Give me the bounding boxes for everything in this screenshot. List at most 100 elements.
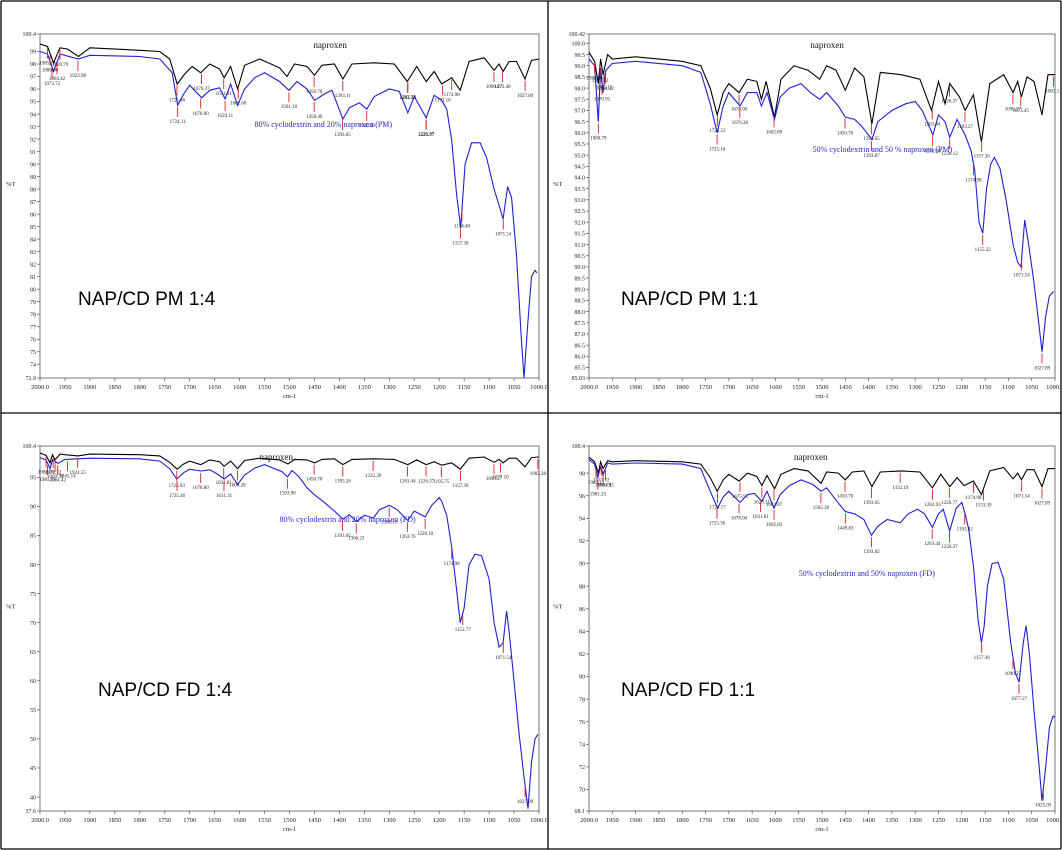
blend-label: 50% cyclodextrin and 50 % naproxen (PM) xyxy=(813,145,953,154)
x-tick-label: 1300 xyxy=(909,817,922,824)
peak-label: 1225.97 xyxy=(418,133,435,138)
y-tick-label: 88 xyxy=(579,584,585,590)
x-tick-label: 1500 xyxy=(283,817,296,824)
peak-label: 1450.70 xyxy=(837,495,854,500)
peak-label: 1725.16 xyxy=(709,147,726,152)
peak-label: 1604.28 xyxy=(229,484,246,489)
x-tick-label: 1450 xyxy=(308,817,321,824)
x-tick-label: 1800 xyxy=(133,817,146,824)
peak-label: 1970.91 xyxy=(594,98,611,103)
peak-label: 1154.40 xyxy=(454,224,471,229)
x-tick-label: 1700 xyxy=(183,817,196,824)
peak-label: 1985.13 xyxy=(588,481,605,486)
naproxen-trace xyxy=(588,52,1055,142)
plot-area xyxy=(39,33,540,379)
peak-label: 1393.82 xyxy=(863,550,880,555)
peak-label: 1676.28 xyxy=(732,121,749,126)
y-tick-label: 100.42 xyxy=(569,32,586,38)
y-tick-label: 97.0 xyxy=(575,109,586,115)
y-tick-label: 97.5 xyxy=(575,97,586,103)
x-tick-label: 1050 xyxy=(1025,384,1038,391)
x-tick-label: 1300 xyxy=(909,384,922,391)
x-tick-label: 1550 xyxy=(258,384,271,391)
y-tick-label: 95.0 xyxy=(575,153,586,159)
panel-fd-1-1: 2000.0 1950 1900 1850 1800 1750 1700 1650 1600 15… xyxy=(549,414,1060,848)
y-tick-label: 70 xyxy=(30,621,36,627)
y-tick-label: 91.5 xyxy=(575,232,586,238)
peak-label: 1263.76 xyxy=(399,535,416,540)
x-tick-label: 1650 xyxy=(208,817,221,824)
x-tick-label: 1750 xyxy=(699,384,712,391)
peak-label: 1964.42 xyxy=(49,77,66,82)
y-tick-label: 99.5 xyxy=(575,53,586,59)
y-tick-label: 87.0 xyxy=(575,332,586,338)
x-tick-label: 1700 xyxy=(183,384,196,391)
peak-label: 1193.27 xyxy=(957,125,974,130)
peak-label: 1153.39 xyxy=(975,504,992,509)
peak-label: 1393.26 xyxy=(335,480,352,485)
peak-label: 1631.81 xyxy=(216,92,233,97)
y-tick-label: 86 xyxy=(579,607,585,613)
peak-label: 1195.75 xyxy=(433,480,450,485)
x-tick-label: 1100 xyxy=(1002,817,1015,824)
peak-label: 1973.72 xyxy=(593,479,610,484)
x-tick-label: 1850 xyxy=(108,384,121,391)
y-tick-label: 91 xyxy=(30,150,36,156)
x-tick-label: 1200 xyxy=(955,817,968,824)
y-tick-label: 84 xyxy=(30,237,36,243)
x-tick-label: 1800 xyxy=(133,384,146,391)
y-tick-label: 93.5 xyxy=(575,187,586,193)
peak-label: 1262.60 xyxy=(925,149,942,154)
blend-label: 50% cyclodextrin and 50% naproxen (FD) xyxy=(799,569,936,578)
x-tick-label: 1200 xyxy=(433,384,446,391)
panel-title: NAP/CD FD 1:4 xyxy=(98,680,233,701)
x-tick-label: 1400 xyxy=(862,817,875,824)
x-tick-label: 1950 xyxy=(58,384,71,391)
peak-label: 1226.37 xyxy=(941,99,958,104)
peak-label: 1602.60 xyxy=(230,102,247,107)
x-tick-label: 1850 xyxy=(652,817,665,824)
chart-fd-1-4: 2000.0 1950 1900 1850 1800 1750 1700 1650 1600 15… xyxy=(6,444,547,833)
y-tick-label: 91.0 xyxy=(575,243,586,249)
naproxen-trace xyxy=(588,456,1055,496)
peak-label: 1603.07 xyxy=(766,503,783,508)
y-tick-label: 45 xyxy=(30,766,36,772)
x-tick-label: 1950 xyxy=(606,384,619,391)
x-tick-label: 1500 xyxy=(283,384,296,391)
y-tick-label: 95 xyxy=(30,100,36,106)
y-tick-label: 76 xyxy=(30,337,36,343)
y-tick-label: 80 xyxy=(579,675,585,681)
y-tick-label: 88.5 xyxy=(575,299,586,305)
peak-label: 1393.65 xyxy=(863,137,880,142)
y-axis-label: %T xyxy=(553,604,562,611)
y-tick-label: 100.0 xyxy=(572,42,586,48)
peak-label: 1073.40 xyxy=(494,85,511,90)
x-tick-label: 1650 xyxy=(208,384,221,391)
y-tick-label: 99 xyxy=(30,50,36,56)
peak-label: 1678.00 xyxy=(731,517,748,522)
peak-label: 1985.13 xyxy=(39,478,56,483)
peak-label: 1193.10 xyxy=(435,98,452,103)
plot-area xyxy=(588,445,1056,812)
peak-label: 1602.83 xyxy=(766,523,783,528)
x-tick-label: 1900 xyxy=(83,817,96,824)
y-tick-label: 86.5 xyxy=(575,343,586,349)
peak-label: 1678.00 xyxy=(731,108,748,113)
peak-label: 1226.77 xyxy=(941,501,958,506)
peak-label: 1725.46 xyxy=(169,98,186,103)
peak-label: 1450.70 xyxy=(306,90,323,95)
peak-label: 1263.44 xyxy=(924,122,941,127)
y-tick-label: 100.4 xyxy=(572,444,586,450)
x-tick-label: 1250 xyxy=(932,817,945,824)
peak-label: 1300.19 xyxy=(381,520,398,525)
blend-label: 80% cyclodextrin and 20% naproxen (FD) xyxy=(280,515,417,524)
peak-label: 1945.14 xyxy=(59,474,76,479)
x-tick-label: 1300 xyxy=(383,817,396,824)
peak-label: 1071.54 xyxy=(1014,273,1031,278)
x-tick-label: 1350 xyxy=(885,384,898,391)
y-tick-label: 60 xyxy=(30,679,36,685)
y-tick-label: 100.4 xyxy=(23,32,37,38)
x-tick-label: 1550 xyxy=(792,817,805,824)
x-tick-label: 1550 xyxy=(258,817,271,824)
y-axis-label: %T xyxy=(6,604,15,611)
